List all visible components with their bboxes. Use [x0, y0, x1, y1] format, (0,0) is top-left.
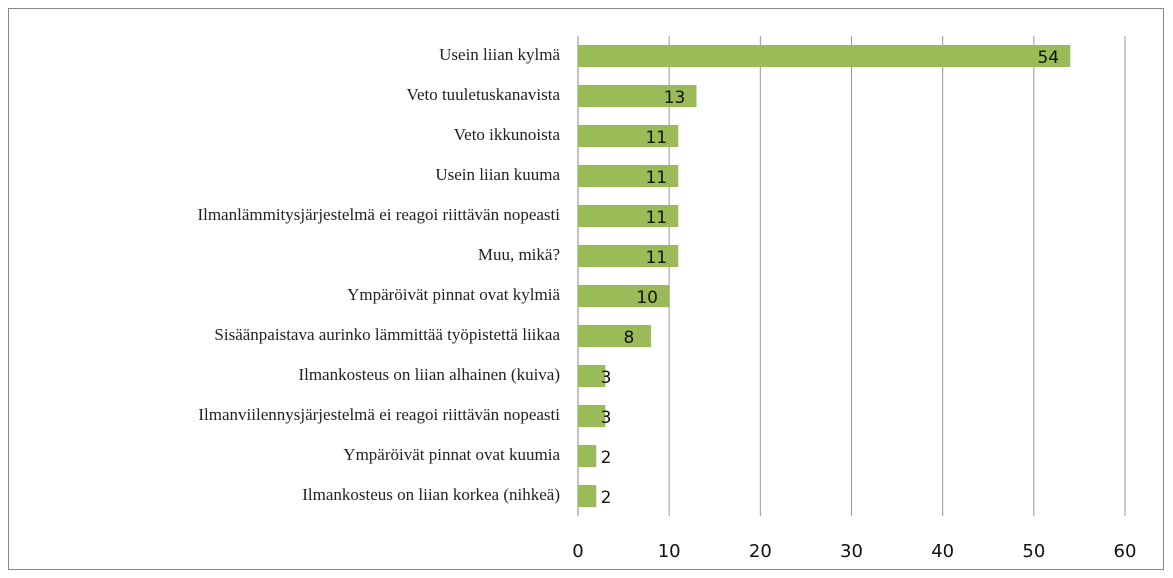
data-label: 2 — [601, 488, 612, 508]
y-tick-label: Usein liian kylmä — [439, 45, 560, 64]
data-label: 11 — [645, 128, 667, 148]
bar — [578, 365, 606, 387]
x-tick-label: 0 — [572, 541, 583, 562]
y-tick-label: Veto ikkunoista — [454, 125, 561, 144]
data-label: 11 — [645, 168, 667, 188]
bar — [578, 285, 670, 307]
bar — [578, 445, 597, 467]
x-tick-label: 20 — [749, 541, 772, 562]
data-label: 13 — [664, 88, 686, 108]
y-tick-label: Sisäänpaistava aurinko lämmittää työpist… — [214, 325, 560, 344]
chart-frame — [8, 8, 1164, 570]
y-tick-label: Ilmankosteus on liian korkea (nihkeä) — [302, 485, 560, 504]
x-tick-label: 10 — [658, 541, 681, 562]
x-tick-label: 60 — [1114, 541, 1137, 562]
bar — [578, 245, 679, 267]
y-tick-label: Ilmanlämmitysjärjestelmä ei reagoi riitt… — [197, 205, 560, 224]
y-tick-label: Ympäröivät pinnat ovat kuumia — [343, 445, 560, 464]
y-tick-label: Ilmanviilennysjärjestelmä ei reagoi riit… — [198, 405, 560, 424]
y-tick-label: Usein liian kuuma — [435, 165, 560, 184]
y-tick-label: Muu, mikä? — [478, 245, 560, 264]
data-label: 3 — [601, 408, 612, 428]
bar — [578, 205, 679, 227]
data-label: 2 — [601, 448, 612, 468]
x-tick-label: 40 — [931, 541, 954, 562]
bar — [578, 125, 679, 147]
y-tick-label: Ympäröivät pinnat ovat kylmiä — [347, 285, 560, 304]
data-label: 11 — [645, 208, 667, 228]
data-label: 11 — [645, 248, 667, 268]
bar — [578, 45, 1071, 67]
y-tick-label: Veto tuuletuskanavista — [407, 85, 561, 104]
data-label: 54 — [1037, 48, 1059, 68]
data-label: 10 — [636, 288, 658, 308]
x-tick-label: 50 — [1022, 541, 1045, 562]
bar — [578, 405, 606, 427]
bar — [578, 485, 597, 507]
bar — [578, 85, 697, 107]
bar — [578, 325, 651, 347]
bar — [578, 165, 679, 187]
y-tick-label: Ilmankosteus on liian alhainen (kuiva) — [298, 365, 560, 384]
x-tick-label: 30 — [840, 541, 863, 562]
data-label: 8 — [624, 328, 635, 348]
data-label: 3 — [601, 368, 612, 388]
